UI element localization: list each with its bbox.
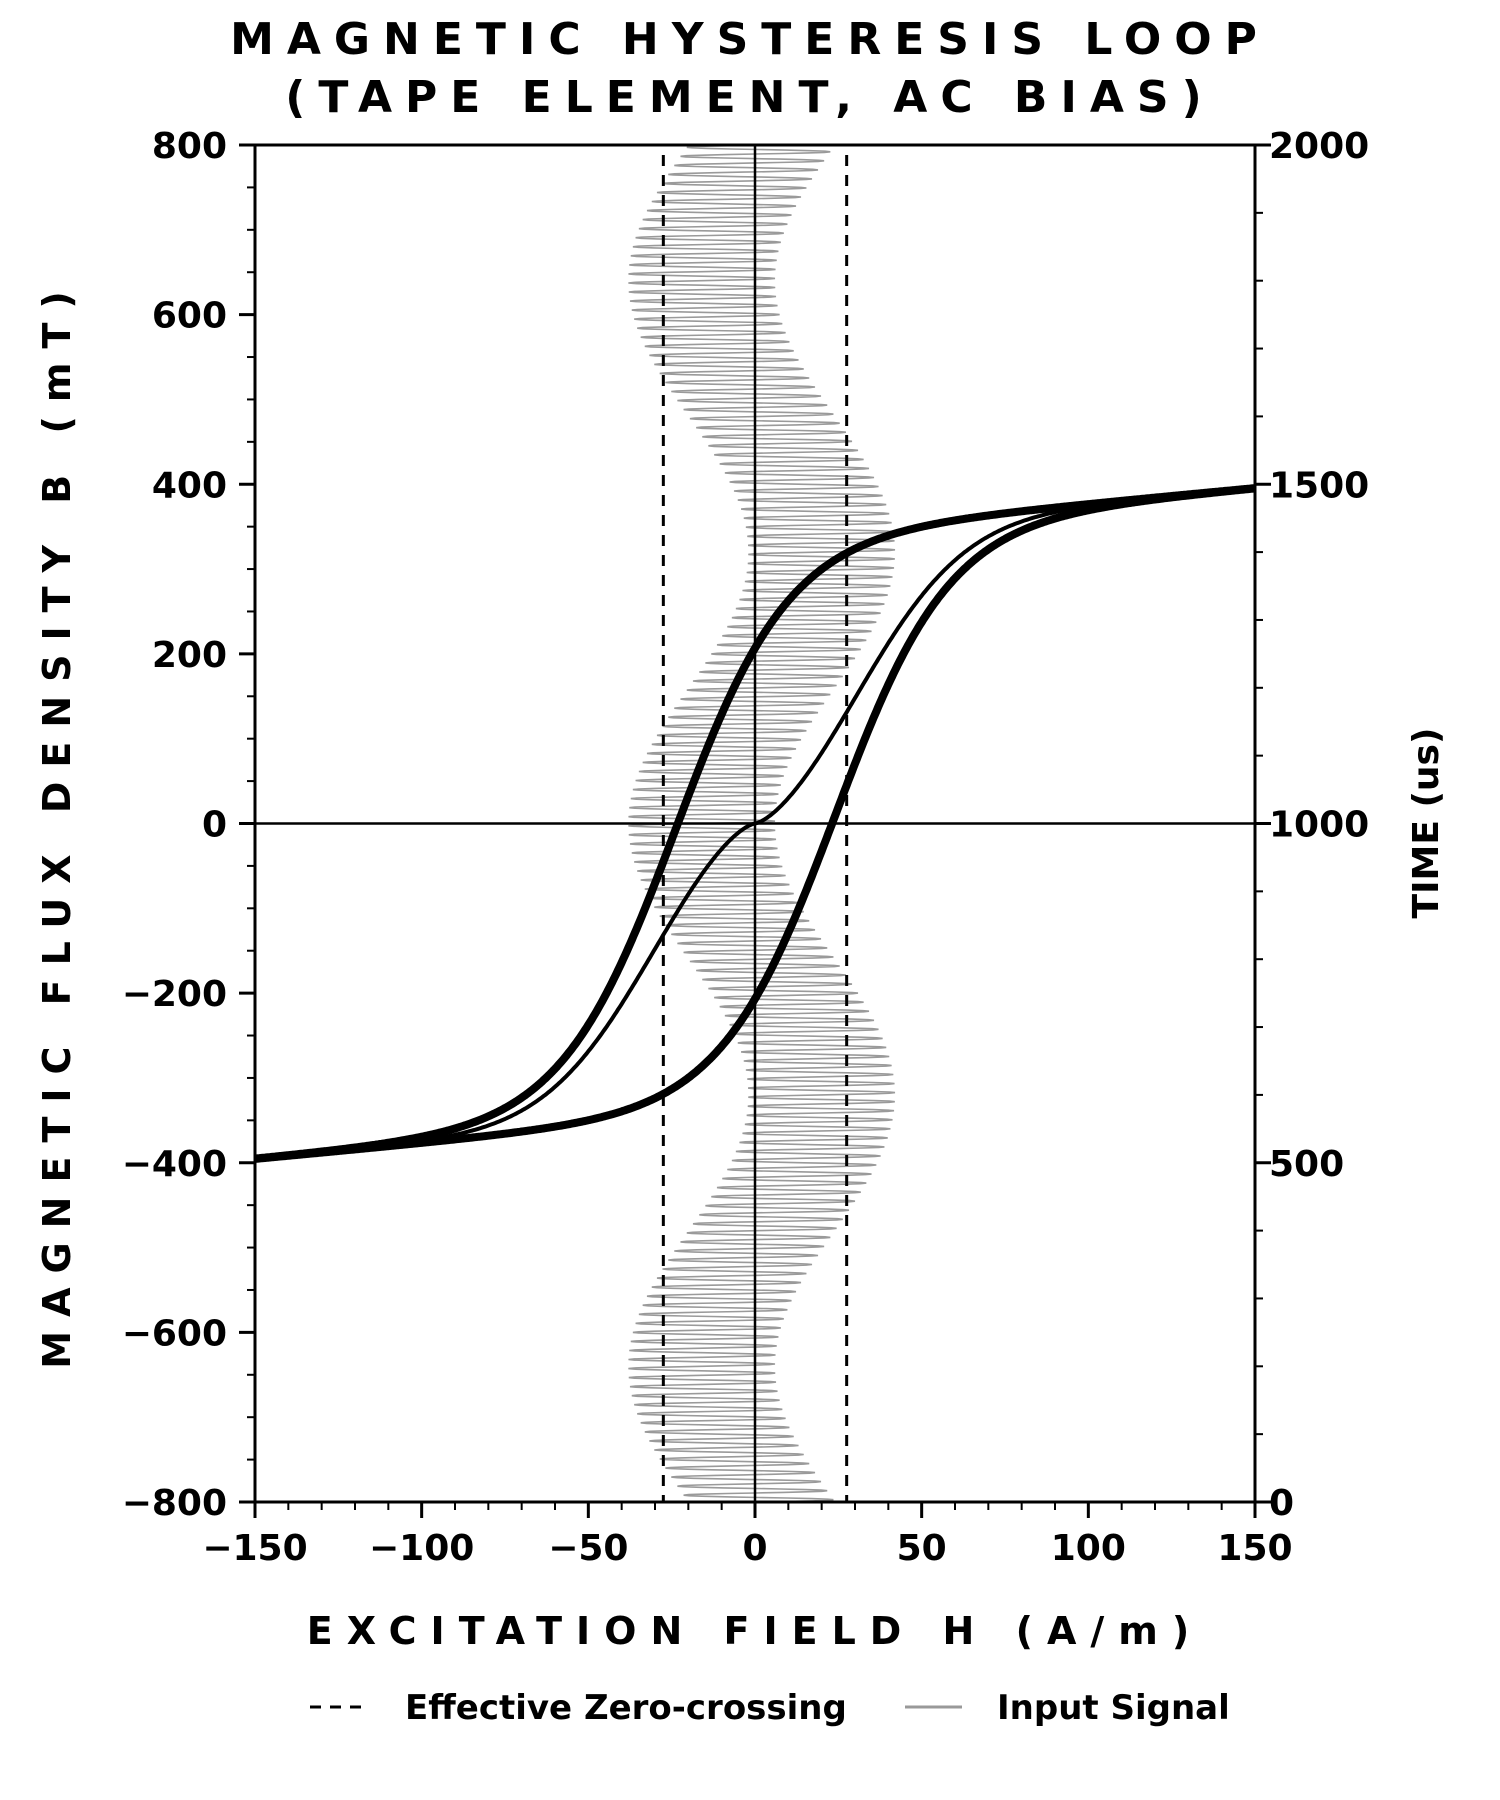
- y2-tick-label: 1500: [1269, 465, 1369, 506]
- y-tick-label: −400: [122, 1144, 227, 1185]
- y2-axis-title: TIME (us): [1406, 728, 1447, 919]
- x-axis-title: EXCITATION FIELD H (A/m): [307, 1609, 1203, 1653]
- x-tick-label: 100: [1051, 1528, 1126, 1569]
- x-tick-label: 0: [742, 1528, 767, 1569]
- y2-tick-labels: 0 500 1000 1500 2000: [1269, 126, 1369, 1524]
- axis-ticks: [239, 143, 1271, 1518]
- x-tick-label: −100: [369, 1528, 474, 1569]
- hysteresis-curves: [252, 484, 1258, 1163]
- y-tick-label: −600: [122, 1313, 227, 1354]
- y-tick-label: −800: [122, 1483, 227, 1524]
- x-tick-labels: −150 −100 −50 0 50 100 150: [202, 1528, 1292, 1569]
- y-tick-labels: −800 −600 −400 −200 0 200 400 600 800: [122, 126, 227, 1524]
- chart-title-line-2: (TAPE ELEMENT, AC BIAS): [285, 72, 1214, 123]
- x-tick-label: −50: [548, 1528, 628, 1569]
- legend: Effective Zero-crossing Input Signal: [310, 1688, 1230, 1728]
- x-tick-label: 50: [897, 1528, 947, 1569]
- y-tick-label: 0: [202, 805, 227, 846]
- anhysteretic-curve: [254, 486, 1256, 1161]
- y2-tick-label: 0: [1269, 1483, 1294, 1524]
- legend-label-input-signal: Input Signal: [997, 1688, 1230, 1728]
- y2-tick-label: 2000: [1269, 126, 1369, 167]
- y-tick-label: 600: [152, 296, 227, 337]
- x-tick-label: 150: [1217, 1528, 1292, 1569]
- y2-tick-label: 1000: [1269, 805, 1369, 846]
- y-tick-label: −200: [122, 974, 227, 1015]
- y-tick-label: 200: [152, 635, 227, 676]
- y-axis-title: MAGNETIC FLUX DENSITY B (mT): [35, 277, 79, 1368]
- legend-label-zero-crossing: Effective Zero-crossing: [405, 1688, 847, 1728]
- plot-area: [252, 143, 1258, 1504]
- y-tick-label: 400: [152, 465, 227, 506]
- y-tick-label: 800: [152, 126, 227, 167]
- x-tick-label: −150: [202, 1528, 307, 1569]
- chart-title-line-1: MAGNETIC HYSTERESIS LOOP: [230, 14, 1270, 65]
- effective-zero-crossing-lines: [661, 155, 849, 1502]
- y2-tick-label: 500: [1269, 1144, 1344, 1185]
